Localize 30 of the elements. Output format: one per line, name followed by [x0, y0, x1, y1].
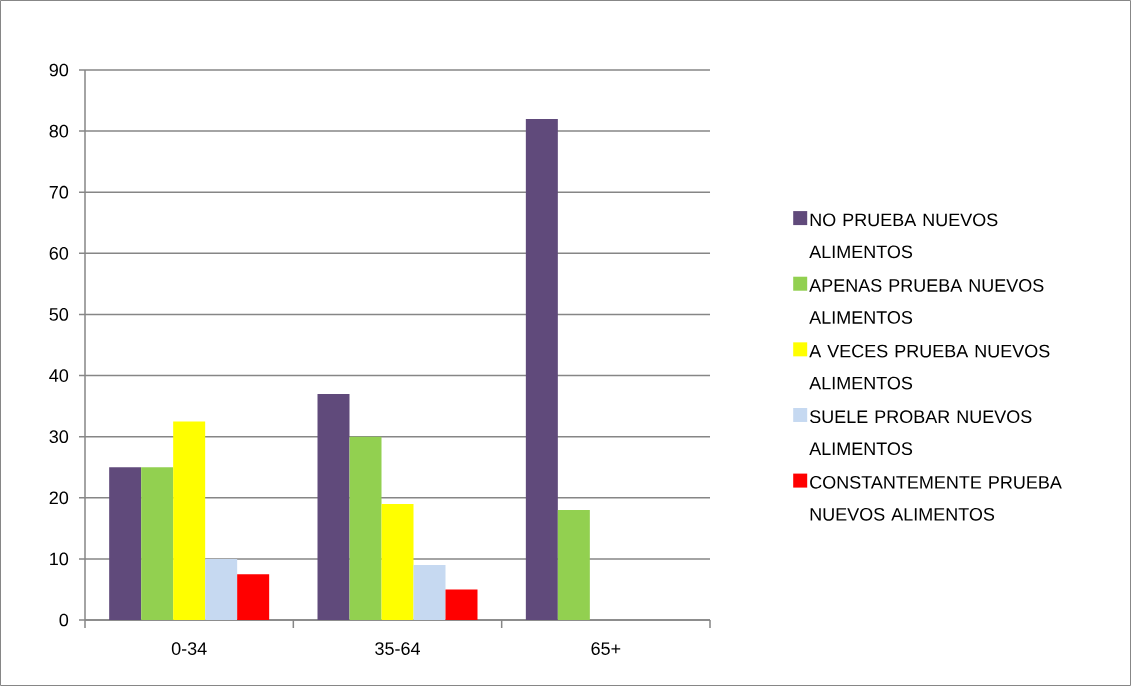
legend-label: SUELE PROBAR NUEVOS ALIMENTOS [809, 410, 1032, 456]
y-tick-label: 10 [50, 552, 69, 566]
bar [413, 565, 446, 620]
bar [317, 393, 350, 620]
bar [205, 558, 238, 620]
y-tick-label: 80 [49, 124, 69, 138]
bar [381, 503, 414, 620]
x-tick-label: 65+ [591, 642, 621, 655]
y-tick-label: 40 [49, 369, 69, 382]
legend-label: NO PRUEBA NUEVOS ALIMENTOS [809, 213, 998, 259]
bar [173, 421, 206, 620]
y-tick-label: 60 [49, 246, 69, 260]
y-tick-label: 70 [49, 185, 69, 199]
bar [525, 118, 558, 620]
x-tick-label: 35-64 [375, 642, 420, 655]
bar [349, 436, 382, 620]
x-tick-label: 0-34 [171, 642, 207, 655]
y-tick-label: 0 [59, 613, 69, 627]
bar [237, 574, 270, 620]
bar [557, 510, 590, 620]
legend-label: APENAS PRUEBA NUEVOS ALIMENTOS [809, 279, 1044, 324]
bar [141, 467, 174, 620]
y-tick-label: 90 [49, 63, 69, 77]
bar [445, 589, 478, 620]
y-tick-label: 50 [49, 308, 69, 321]
bar [109, 467, 142, 620]
legend-label: CONSTANTEMENTE PRUEBA NUEVOS ALIMENTOS [810, 475, 1062, 521]
y-tick-label: 30 [49, 430, 69, 444]
y-tick-label: 20 [49, 491, 69, 505]
legend-label: A VECES PRUEBA NUEVOS ALIMENTOS [809, 344, 1050, 390]
